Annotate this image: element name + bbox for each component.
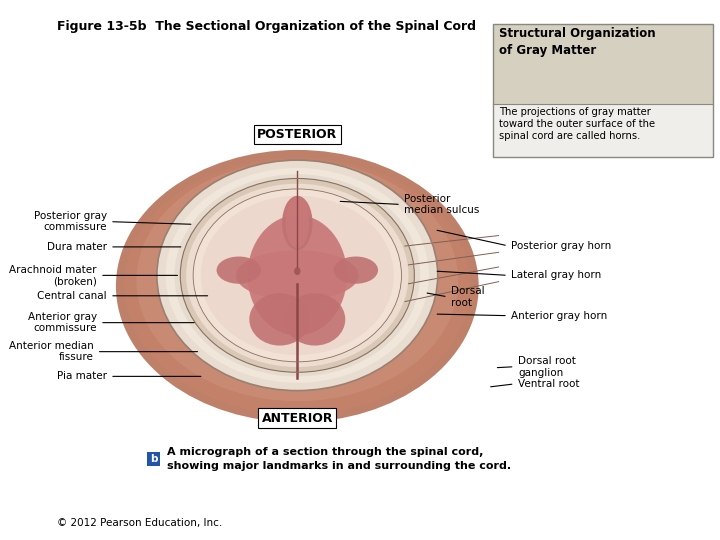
- Ellipse shape: [116, 150, 479, 422]
- Ellipse shape: [193, 189, 402, 362]
- FancyBboxPatch shape: [492, 24, 714, 104]
- Ellipse shape: [174, 174, 420, 376]
- Ellipse shape: [180, 179, 414, 372]
- Text: Central canal: Central canal: [37, 291, 107, 301]
- Ellipse shape: [201, 196, 394, 355]
- Text: Anterior gray horn: Anterior gray horn: [511, 310, 608, 321]
- Text: b: b: [150, 454, 157, 464]
- Ellipse shape: [249, 293, 310, 346]
- Ellipse shape: [217, 256, 261, 284]
- Ellipse shape: [248, 215, 347, 335]
- Ellipse shape: [125, 158, 470, 414]
- Text: Figure 13-5b  The Sectional Organization of the Spinal Cord: Figure 13-5b The Sectional Organization …: [57, 20, 475, 33]
- Ellipse shape: [286, 198, 309, 248]
- Text: A micrograph of a section through the spinal cord,
showing major landmarks in an: A micrograph of a section through the sp…: [167, 447, 511, 471]
- Ellipse shape: [236, 250, 359, 301]
- Ellipse shape: [333, 256, 378, 284]
- Text: Anterior gray
commissure: Anterior gray commissure: [27, 312, 96, 333]
- Text: Posterior gray
commissure: Posterior gray commissure: [34, 211, 107, 232]
- Ellipse shape: [294, 267, 300, 275]
- Ellipse shape: [186, 184, 408, 367]
- Text: Posterior
median sulcus: Posterior median sulcus: [405, 194, 480, 215]
- Text: POSTERIOR: POSTERIOR: [257, 129, 338, 141]
- Text: Structural Organization
of Gray Matter: Structural Organization of Gray Matter: [499, 26, 656, 57]
- Text: Pia mater: Pia mater: [57, 372, 107, 381]
- Text: © 2012 Pearson Education, Inc.: © 2012 Pearson Education, Inc.: [57, 518, 222, 528]
- Ellipse shape: [282, 196, 312, 250]
- Text: The projections of gray matter
toward the outer surface of the
spinal cord are c: The projections of gray matter toward th…: [499, 106, 655, 141]
- Text: Anterior median
fissure: Anterior median fissure: [9, 341, 94, 362]
- Text: Dorsal
root: Dorsal root: [451, 286, 485, 308]
- Text: ANTERIOR: ANTERIOR: [261, 411, 333, 424]
- Text: Ventral root: Ventral root: [518, 379, 580, 389]
- FancyBboxPatch shape: [492, 104, 714, 157]
- Ellipse shape: [136, 160, 458, 401]
- Text: Arachnoid mater
(broken): Arachnoid mater (broken): [9, 265, 96, 286]
- Text: Lateral gray horn: Lateral gray horn: [511, 271, 601, 280]
- Ellipse shape: [284, 293, 346, 346]
- Text: Dorsal root
ganglion: Dorsal root ganglion: [518, 356, 576, 377]
- Text: Dura mater: Dura mater: [47, 242, 107, 252]
- Ellipse shape: [166, 168, 429, 383]
- Ellipse shape: [157, 160, 438, 390]
- Text: Posterior gray horn: Posterior gray horn: [511, 241, 611, 251]
